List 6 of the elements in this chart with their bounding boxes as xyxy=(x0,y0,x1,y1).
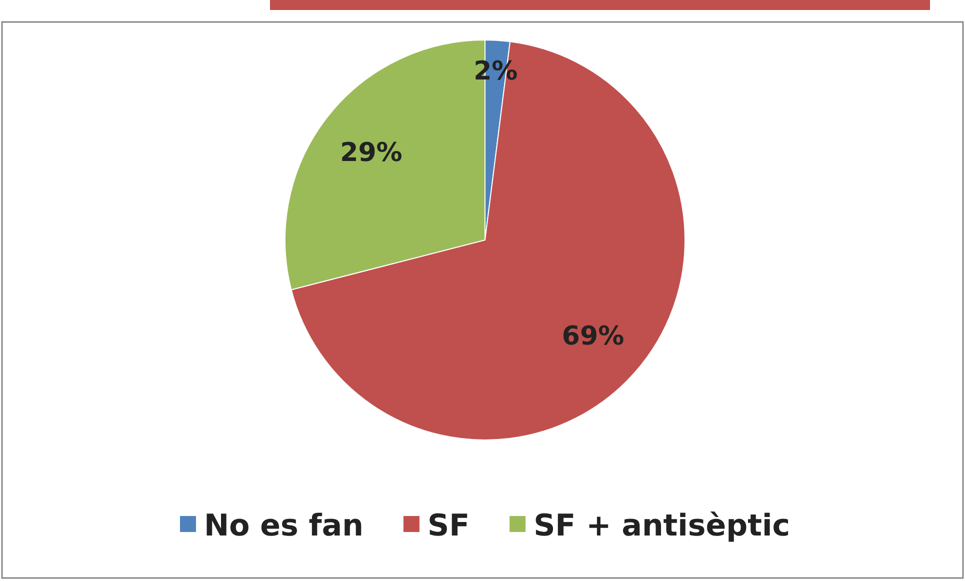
legend-label: SF xyxy=(427,508,470,544)
data-label: 2% xyxy=(474,56,518,86)
legend-label: SF + antisèptic xyxy=(534,508,790,544)
legend-label: No es fan xyxy=(204,508,364,544)
data-label: 69% xyxy=(562,321,624,352)
data-label: 29% xyxy=(340,138,402,168)
